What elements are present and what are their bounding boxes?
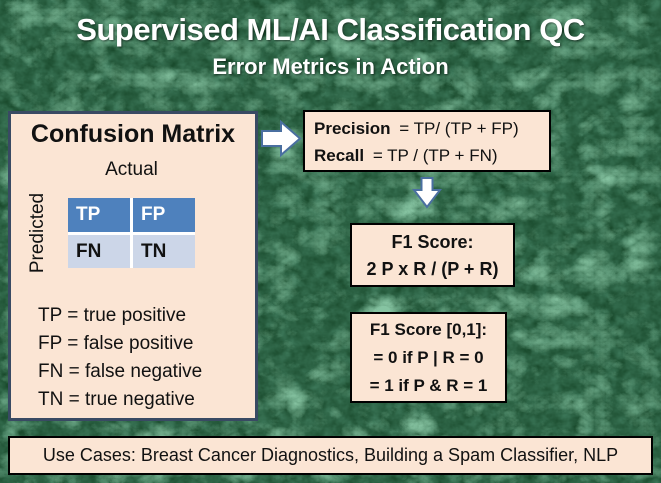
legend-line-tp: TP = true positive (38, 305, 187, 326)
predicted-axis-label: Predicted (27, 192, 48, 274)
use-cases-bar: Use Cases: Breast Cancer Diagnostics, Bu… (8, 436, 653, 475)
use-cases-text: Use Cases: Breast Cancer Diagnostics, Bu… (42, 445, 619, 465)
slide-subtitle: Error Metrics in Action (212, 54, 449, 79)
flow-arrow-down-icon (412, 177, 442, 209)
recall-label: Recall (314, 146, 365, 165)
confusion-matrix-panel: Confusion Matrix Actual Predicted TP FP … (8, 111, 258, 421)
precision-label: Precision (314, 119, 391, 138)
recall-line: Recall = TP / (TP + FN) (314, 142, 549, 169)
precision-line: Precision = TP/ (TP + FP) (314, 115, 549, 142)
precision-formula: = TP/ (TP + FP) (399, 119, 519, 138)
actual-axis-label: Actual (105, 159, 158, 180)
f1-range-panel: F1 Score [0,1]: = 0 if P | R = 0 = 1 if … (350, 312, 507, 403)
confusion-legend: TP = true positive FP = false positive F… (11, 302, 255, 414)
f1-score-panel: F1 Score: 2 P x R / (P + R) (350, 223, 515, 287)
cell-tn: TN (133, 235, 195, 268)
legend-line-tn: TN = true negative (38, 389, 195, 410)
recall-formula: = TP / (TP + FN) (372, 146, 498, 165)
legend-line-fn: FN = false negative (38, 361, 203, 382)
legend-line-fp: FP = false positive (38, 333, 194, 354)
f1-score-title: F1 Score: (391, 232, 474, 252)
predicted-axis-label-wrap: Predicted (11, 193, 65, 273)
cell-tp: TP (68, 198, 130, 232)
confusion-table: TP FP FN TN (68, 198, 195, 268)
f1-range-one-case: = 1 if P & R = 1 (369, 376, 488, 395)
f1-range-title: F1 Score [0,1]: (369, 320, 488, 339)
slide-title: Supervised ML/AI Classification QC (76, 12, 585, 47)
confusion-matrix-heading: Confusion Matrix (30, 120, 236, 148)
precision-recall-panel: Precision = TP/ (TP + FP) Recall = TP / … (303, 110, 551, 172)
f1-range-zero-case: = 0 if P | R = 0 (373, 348, 484, 367)
cell-fp: FP (133, 198, 195, 232)
cell-fn: FN (68, 235, 130, 268)
f1-score-formula: 2 P x R / (P + R) (366, 259, 499, 279)
flow-arrow-right-icon (261, 119, 302, 158)
